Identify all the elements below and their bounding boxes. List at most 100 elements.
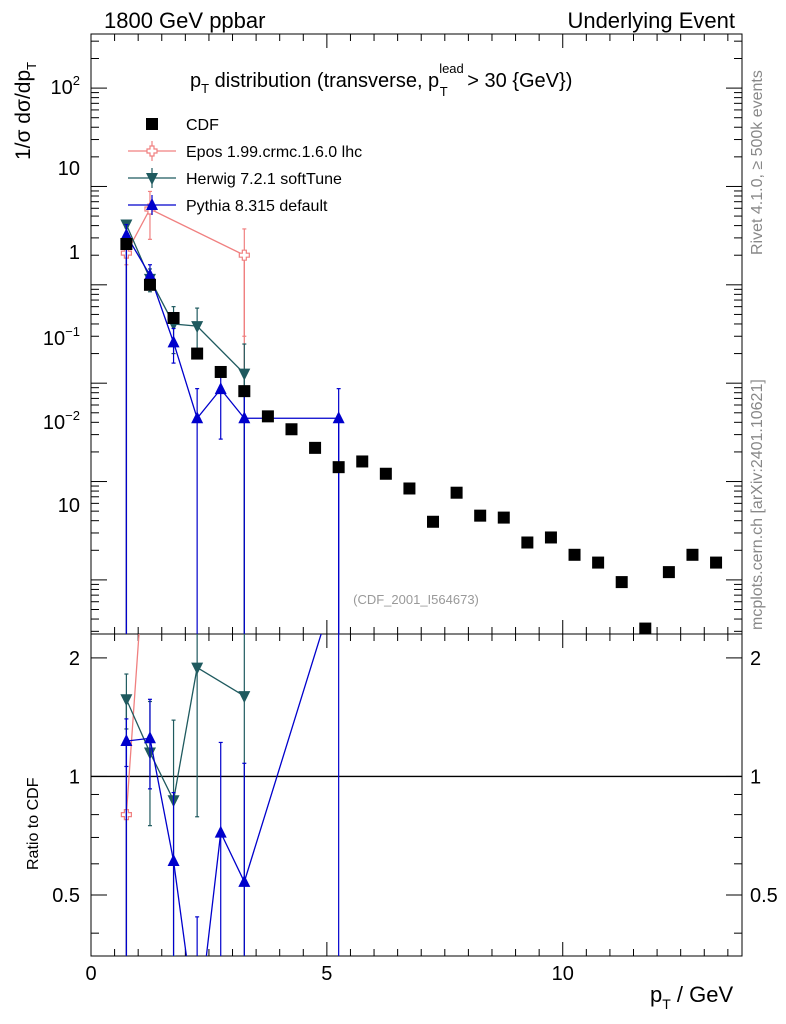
y-tick-base: 10 [43, 412, 65, 434]
data-point [332, 411, 345, 424]
legend-marker [146, 118, 158, 130]
header-right: Underlying Event [567, 8, 735, 33]
data-point-cdf [544, 531, 557, 544]
title-sub-t: T [201, 81, 209, 96]
ratio-point [120, 694, 133, 707]
y-tick-base: 1 [69, 242, 80, 264]
data-point [238, 411, 251, 424]
legend-label: Pythia 8.315 default [186, 198, 328, 215]
data-point-cdf [639, 622, 652, 634]
data-point [120, 228, 133, 241]
ratio-tick-label: 0.5 [52, 885, 80, 907]
data-point [238, 368, 251, 381]
ratio-tick-label-right: 2 [750, 648, 761, 670]
y-tick-label: 102 [51, 73, 80, 99]
data-point-cdf [710, 556, 723, 569]
ratio-point [120, 734, 133, 747]
ratio-tick-label: 1 [69, 766, 80, 788]
data-point [238, 249, 250, 261]
series-line-3 [125, 232, 340, 634]
y-tick-label: 10−2 [43, 408, 80, 434]
y-tick-label: 10 [58, 495, 80, 517]
y-tick-exponent: 2 [73, 73, 80, 88]
data-point-cdf [615, 576, 628, 589]
y-tick-exponent: −1 [65, 324, 80, 339]
y-tick-label: 10−1 [43, 324, 80, 350]
legend-marker [146, 145, 158, 157]
data-point-cdf [474, 509, 487, 522]
ratio-point [214, 825, 227, 838]
ratio-point [167, 853, 180, 866]
data-point-cdf [427, 515, 440, 528]
ratio-tick-label: 2 [69, 648, 80, 670]
legend-label: Epos 1.99.crmc.1.6.0 lhc [186, 144, 362, 161]
data-point-cdf [403, 482, 416, 495]
series-line-1 [125, 208, 245, 634]
x-tick-label: 5 [321, 963, 332, 985]
title-sub: T [440, 84, 448, 99]
ratio-series-group [120, 471, 340, 956]
data-point-cdf [450, 486, 463, 499]
y-tick-label: 10 [58, 158, 80, 180]
ratio-point [145, 471, 155, 481]
data-point-cdf [521, 536, 534, 549]
data-point [191, 411, 204, 424]
x-axis-label: pT / GeV [650, 982, 733, 1012]
x-tick-label: 10 [552, 963, 574, 985]
data-point [167, 335, 180, 348]
y-tick-base: 10 [58, 158, 80, 180]
ratio-tick-label-right: 0.5 [750, 885, 778, 907]
legend-marker [146, 173, 158, 185]
title-mid: distribution (transverse, p [209, 70, 439, 92]
data-point-cdf [592, 556, 605, 569]
ratio-panel-frame [90, 633, 743, 957]
data-point [143, 268, 156, 281]
ratio-point [238, 691, 251, 704]
y-label-sub: T [24, 62, 39, 70]
x-label-rest: / GeV [671, 982, 734, 1007]
ratio-line-3 [125, 634, 322, 956]
data-point-cdf [379, 467, 392, 480]
data-point [214, 382, 227, 395]
data-point-cdf [497, 511, 510, 524]
y-tick-base: 10 [43, 328, 65, 350]
ratio-point [238, 874, 251, 887]
y-label-main: 1/σ dσ/dp [12, 70, 35, 160]
title-p: p [190, 70, 201, 92]
x-tick-label: 0 [85, 963, 96, 985]
ratio-line-2 [125, 666, 245, 956]
legend-label: Herwig 7.2.1 softTune [186, 171, 342, 188]
main-series-group [120, 190, 723, 634]
data-point-cdf [332, 461, 345, 474]
ratio-point [143, 731, 156, 744]
y-axis-label: 1/σ dσ/dpT [12, 62, 39, 160]
x-label-p: p [650, 982, 662, 1007]
chart-title: pT distribution (transverse, plead T > 30… [190, 61, 572, 99]
legend: CDF Epos 1.99.crmc.1.6.0 lhc Herwig 7.2.1 … [128, 117, 362, 215]
data-point [191, 321, 204, 334]
side-text-rivet: Rivet 4.1.0, ≥ 500k events [749, 70, 766, 255]
data-point-cdf [214, 365, 227, 378]
data-point-cdf [662, 566, 675, 579]
title-end: > 30 {GeV}) [462, 70, 573, 92]
data-point-cdf [356, 455, 369, 468]
y-tick-exponent: −2 [65, 408, 80, 423]
side-text-mcplots: mcplots.cern.ch [arXiv:2401.10621] [749, 379, 766, 630]
header-left: 1800 GeV ppbar [104, 8, 265, 33]
title-sup: lead [439, 61, 464, 76]
y-tick-base: 10 [51, 77, 73, 99]
data-point-cdf [143, 278, 156, 291]
series-layer [120, 190, 723, 956]
data-point-cdf [285, 423, 298, 436]
y-tick-label: 1 [69, 242, 80, 264]
data-point-cdf [238, 385, 251, 398]
data-point-cdf [120, 238, 133, 251]
y-tick-base: 10 [58, 495, 80, 517]
ratio-tick-label-right: 1 [750, 766, 761, 788]
data-point-cdf [309, 441, 322, 454]
data-point-cdf [191, 347, 204, 360]
data-point-cdf [686, 548, 699, 561]
data-point-cdf [261, 410, 274, 423]
x-label-sub-t: T [662, 996, 671, 1012]
